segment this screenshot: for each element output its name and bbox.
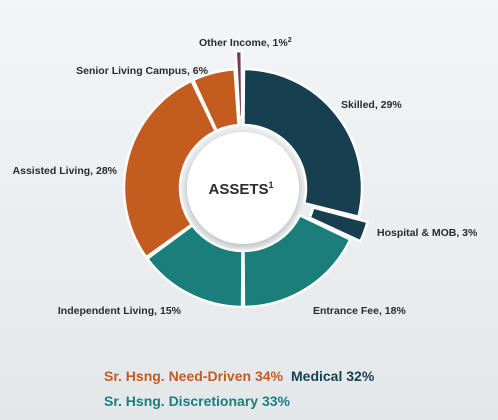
legend-need-driven-value: 34% [254,368,283,384]
legend-need-driven-label: Sr. Hsng. Need-Driven [104,368,252,384]
slice-independent-living [146,224,244,309]
slice-other-income [234,49,244,119]
slice-label: Independent Living, 15% [58,305,182,317]
center-disc [187,132,299,244]
slice-label: Entrance Fee, 18% [313,305,406,317]
legend-need-driven: Sr. Hsng. Need-Driven 34% [104,368,283,384]
legend-discretionary-label: Sr. Hsng. Discretionary [104,393,259,409]
slice-label: Senior Living Campus, 6% [76,65,209,77]
slice-senior-living-campus [191,68,240,133]
legend-medical: Medical 32% [291,368,374,384]
slice-label: Other Income, 1%2 [199,37,292,49]
slice-label: Assisted Living, 28% [13,165,118,177]
legend-discretionary-value: 33% [261,393,290,409]
slice-entrance-fee [242,214,352,309]
slice-assisted-living [122,79,217,259]
legend-discretionary: Sr. Hsng. Discretionary 33% [104,393,290,409]
slice-label: Hospital & MOB, 3% [377,227,478,239]
legend-medical-value: 32% [346,368,375,384]
legend-medical-label: Medical [291,368,343,384]
slice-label: Skilled, 29% [341,99,402,111]
slice-skilled [242,67,364,218]
chart-title: ASSETS1 [208,180,273,198]
slice-hospital-mob [308,206,369,243]
